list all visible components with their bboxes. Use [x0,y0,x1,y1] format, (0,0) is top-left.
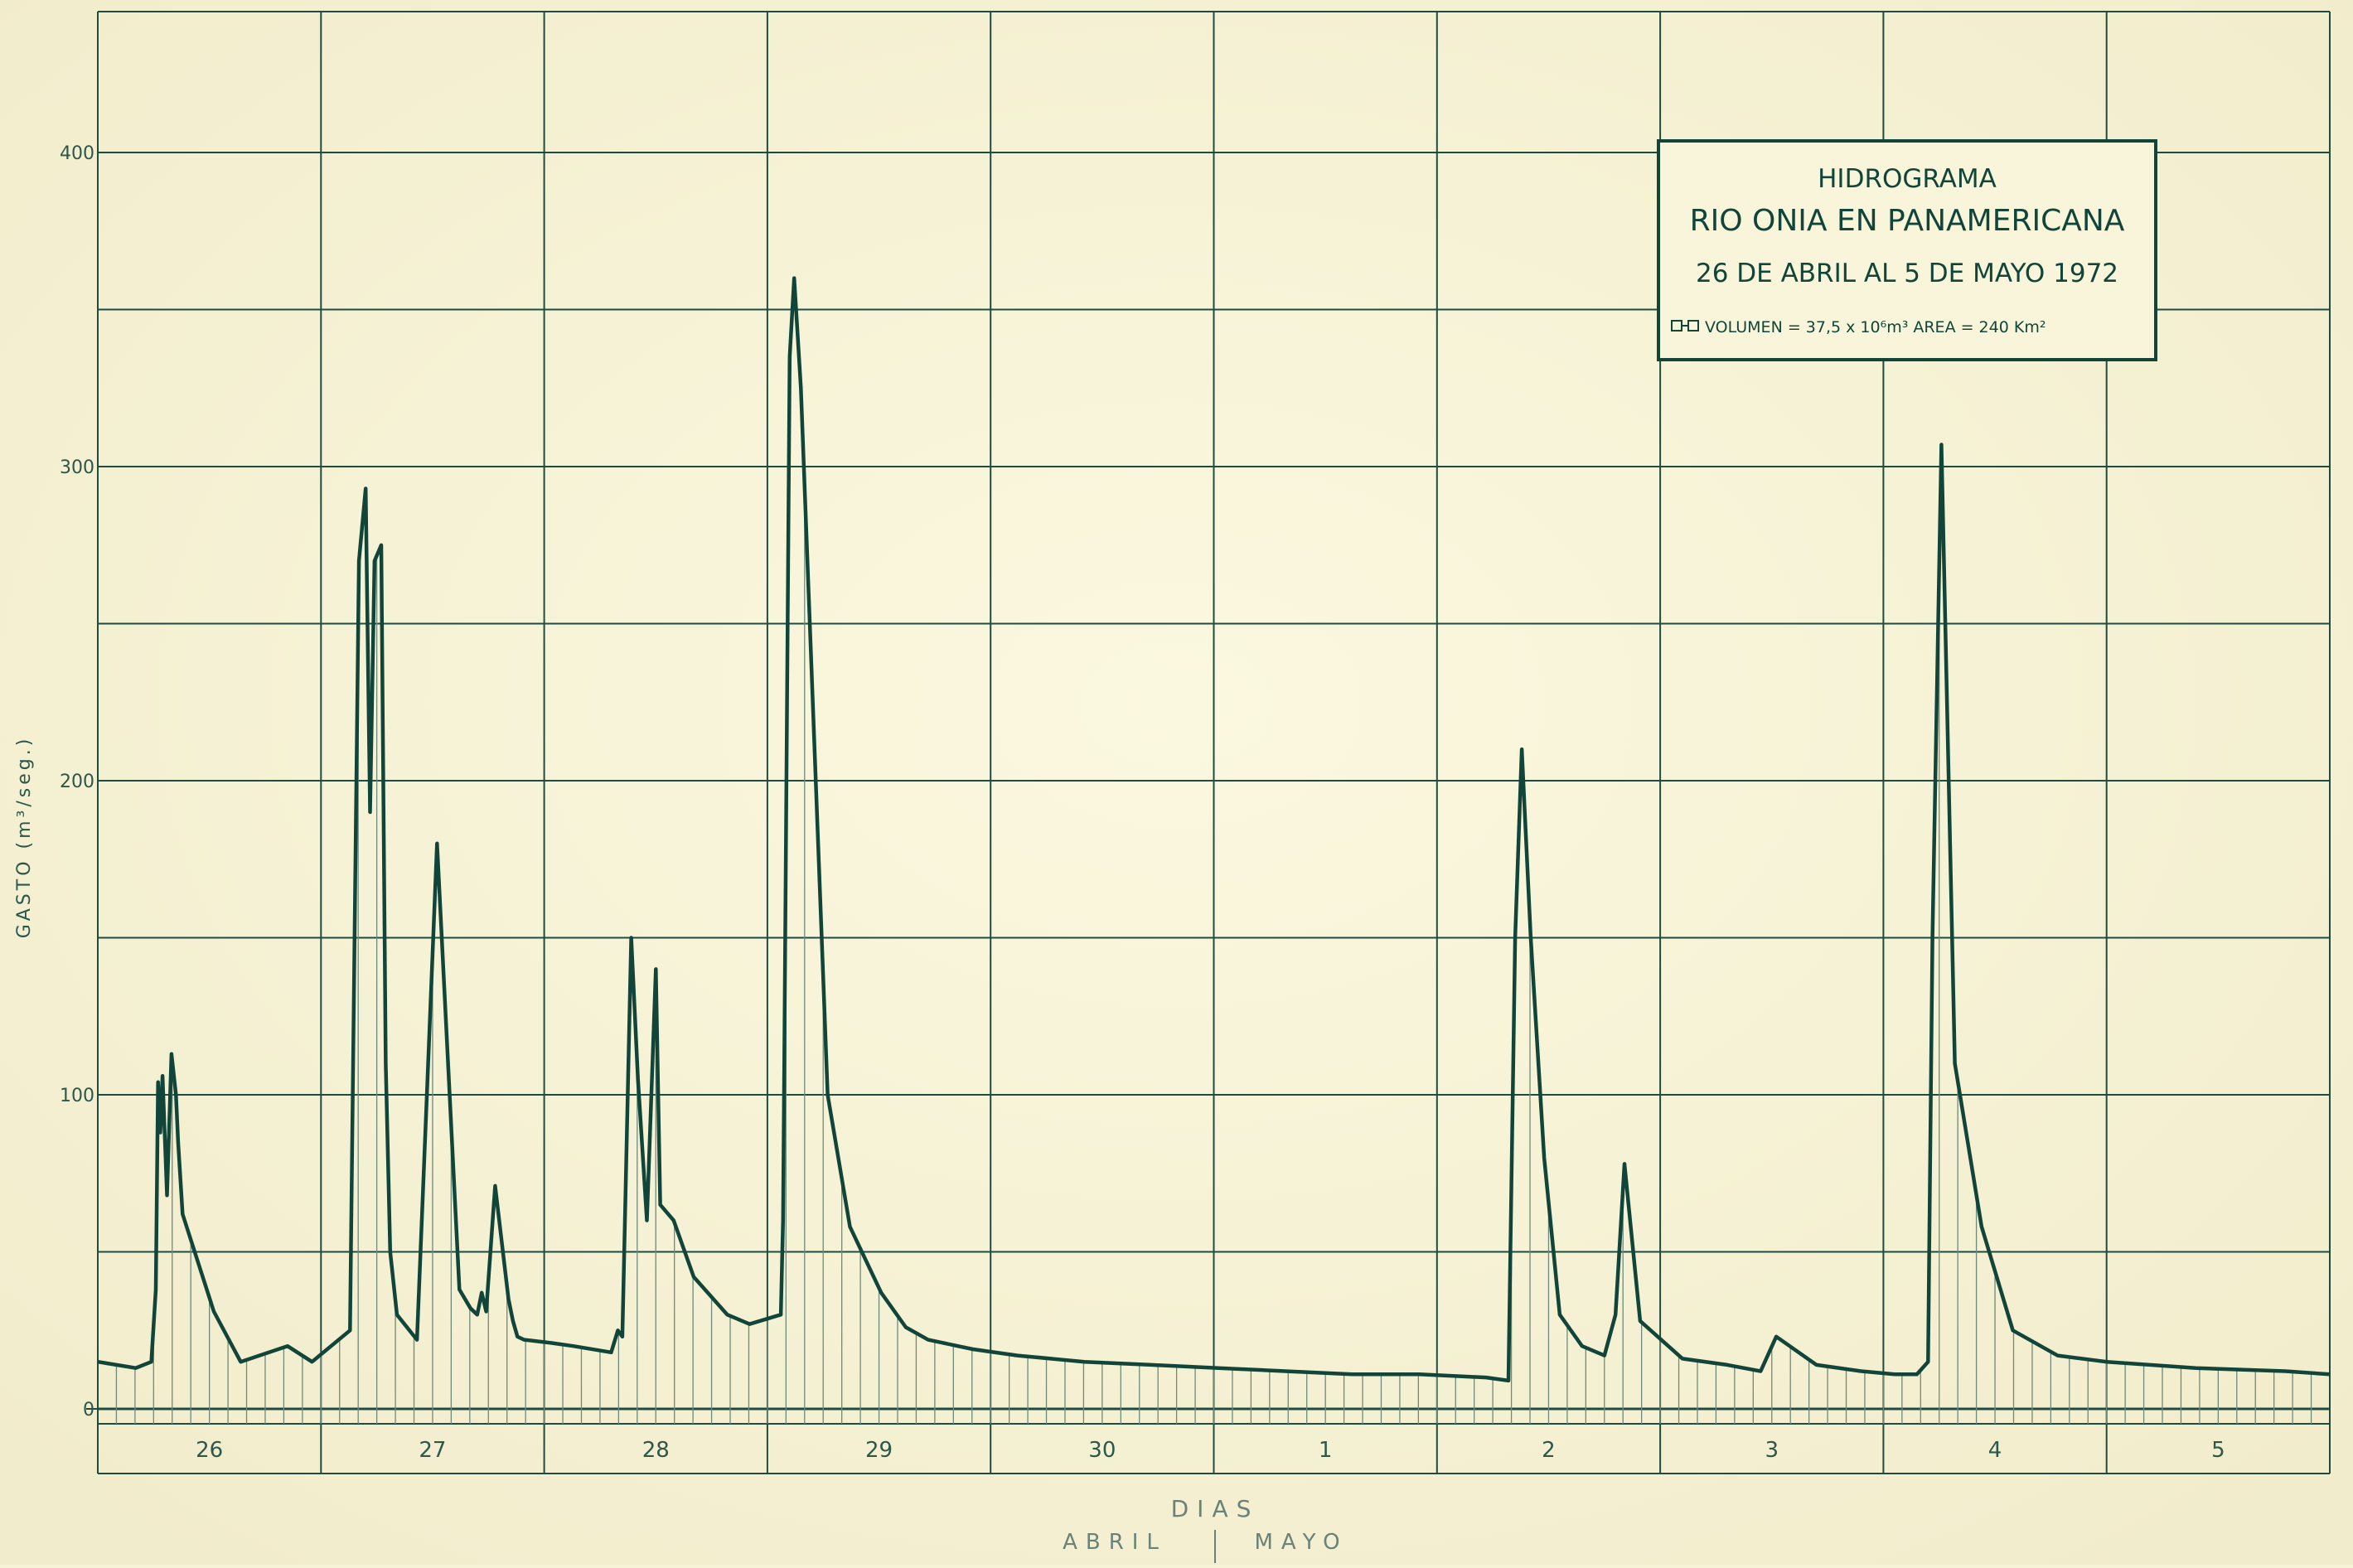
day-label: 28 [642,1438,670,1463]
hydrograph-line [97,276,2331,1383]
y-tick-label: 300 [60,457,94,478]
month-label-mayo: MAYO [1254,1530,1348,1555]
y-tick-label: 200 [60,772,94,792]
legend-symbol [1671,320,1699,332]
y-axis-label: GASTO (m³/seg.) [14,736,35,939]
title-box-frame [1657,139,2157,361]
y-tick-label: 400 [60,143,94,164]
y-tick-labels: 0 100 200 300 400 [60,143,94,1420]
day-label: 3 [1765,1438,1779,1463]
day-labels: 26 27 28 29 30 1 2 3 4 5 [196,1438,2225,1463]
day-label: 2 [1542,1438,1556,1463]
day-label: 27 [419,1438,446,1463]
day-label: 5 [2211,1438,2225,1463]
line-layer [97,276,2331,1383]
chart-title: HIDROGRAMA [1818,164,1997,194]
y-tick-label: 0 [83,1400,94,1420]
chart-subtitle-river: RIO ONIA EN PANAMERICANA [1690,204,2125,238]
day-label: 29 [865,1438,893,1463]
title-box: HIDROGRAMA RIO ONIA EN PANAMERICANA 26 D… [1657,139,2157,361]
day-label: 26 [196,1438,223,1463]
y-tick-label: 100 [60,1086,94,1106]
month-label-abril: ABRIL [1063,1530,1167,1555]
day-label: 4 [1988,1438,2002,1463]
grid-layer [86,11,2331,1474]
legend-volume-area: VOLUMEN = 37,5 x 10⁶m³ AREA = 240 Km² [1705,318,2046,336]
day-label: 30 [1088,1438,1116,1463]
x-axis-label: DIAS [1171,1495,1260,1522]
day-label: 1 [1319,1438,1333,1463]
chart-subtitle-dates: 26 DE ABRIL AL 5 DE MAYO 1972 [1696,259,2118,288]
